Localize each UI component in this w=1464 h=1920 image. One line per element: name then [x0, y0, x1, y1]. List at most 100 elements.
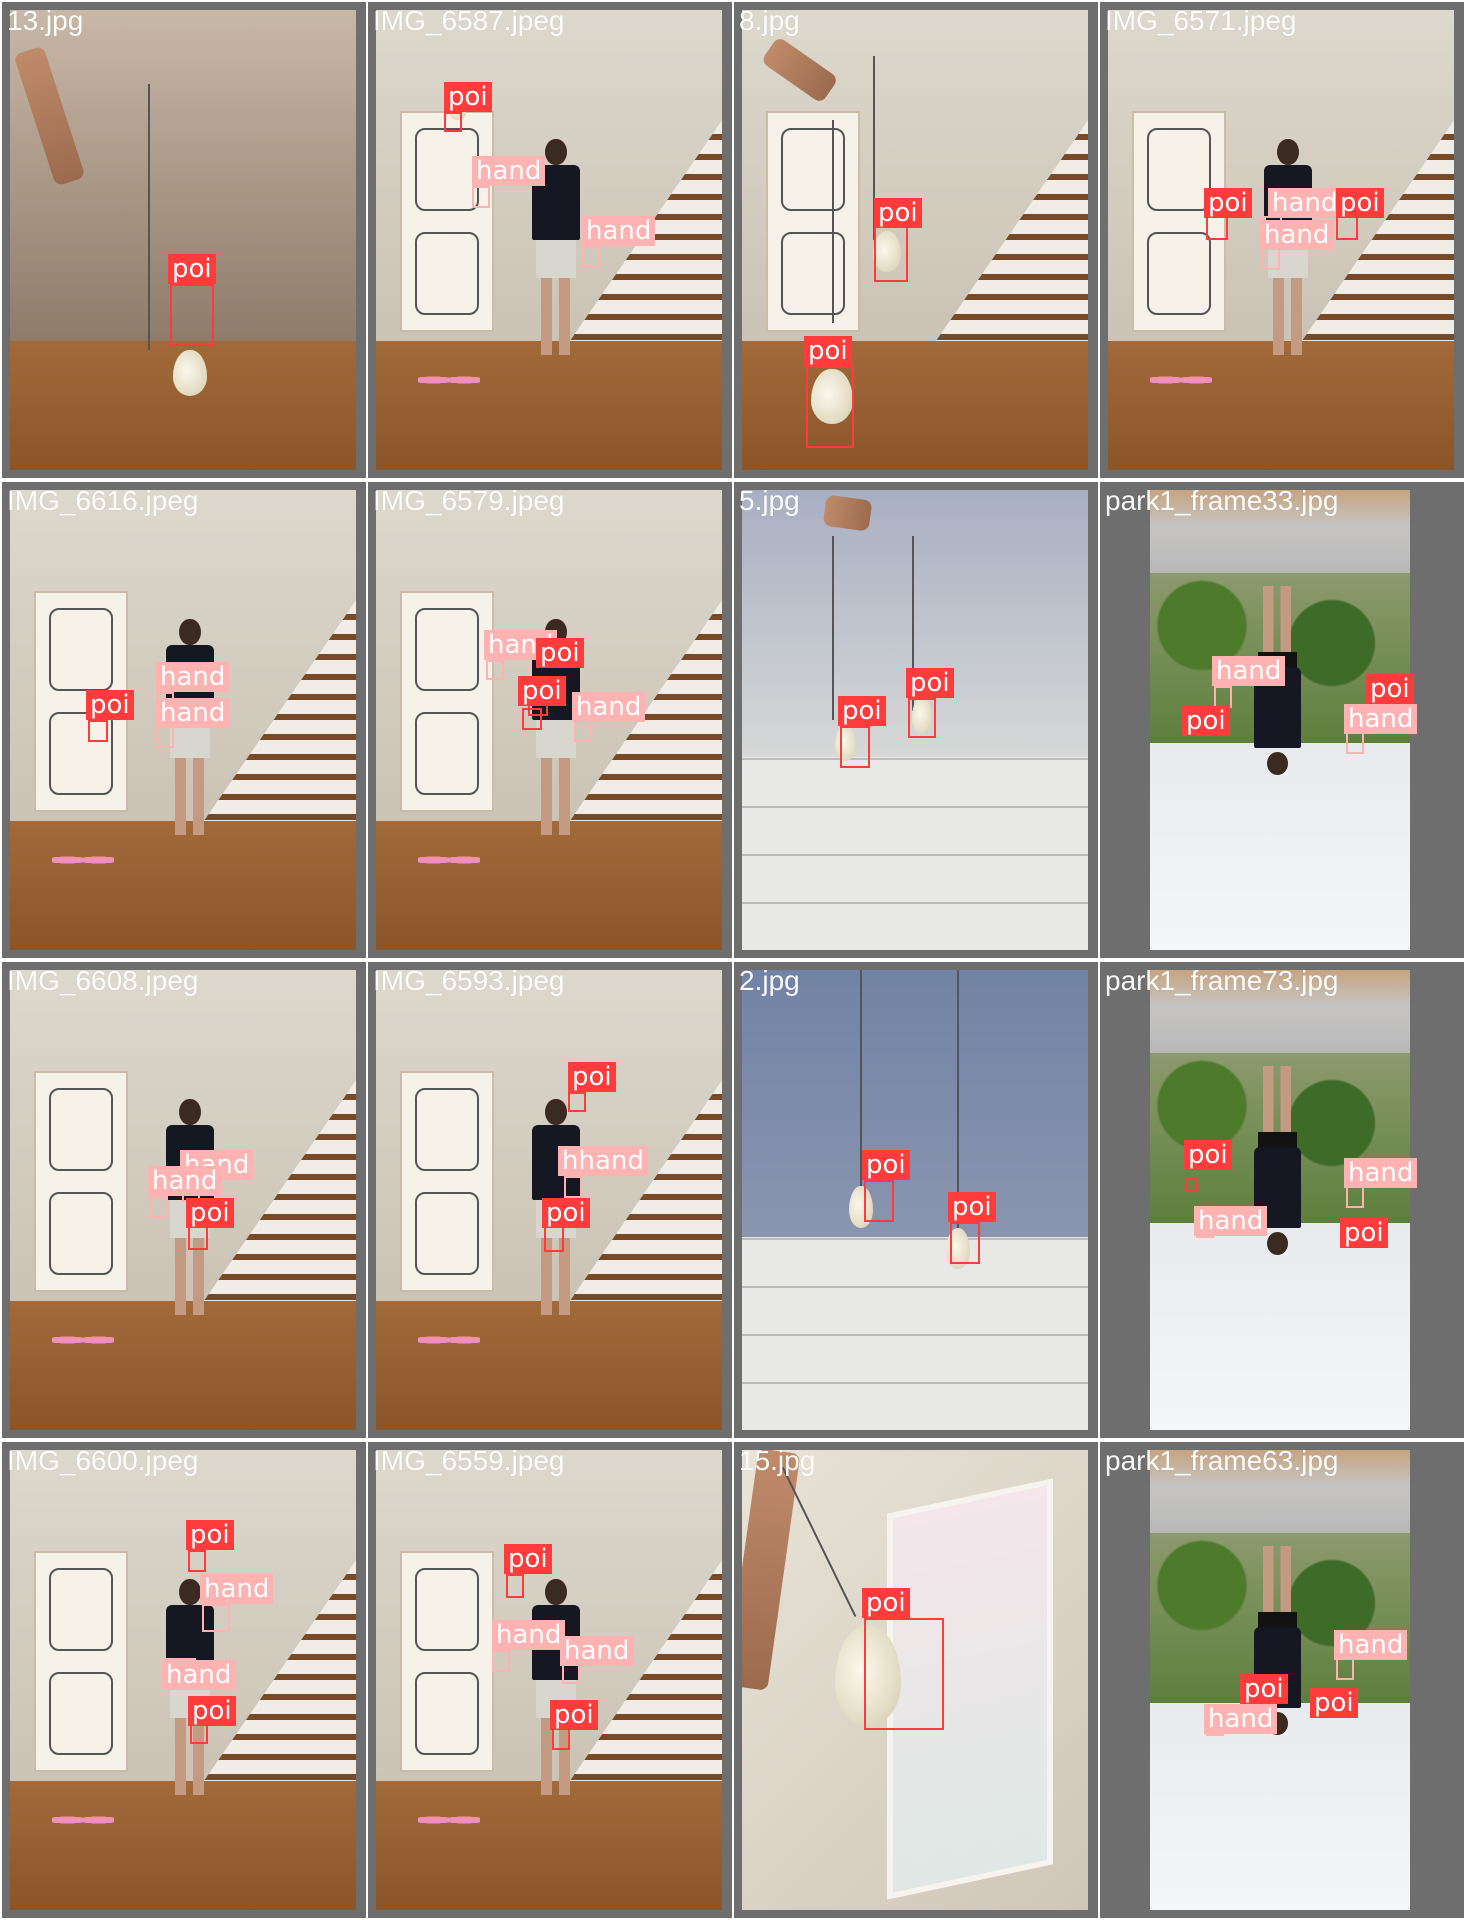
poi-bbox — [1186, 1178, 1198, 1192]
poi-label: poi — [838, 696, 886, 726]
hand-label: hand — [492, 1620, 566, 1650]
grid-tile[interactable]: poi hand hand poi IMG_6600.jpeg — [2, 1442, 366, 1918]
poi-label: poi — [186, 1520, 234, 1550]
photo-thumbnail — [1150, 970, 1410, 1430]
hand-label: hand — [582, 216, 656, 246]
photo-thumbnail — [742, 970, 1088, 1430]
photo-thumbnail — [742, 1450, 1088, 1910]
filename-label: IMG_6608.jpeg — [7, 965, 199, 996]
poi-label: poi — [550, 1700, 598, 1730]
poi-label: poi — [1340, 1218, 1388, 1248]
poi-bbox — [568, 1092, 586, 1112]
grid-tile[interactable]: hand hand poi IMG_6608.jpeg — [2, 962, 366, 1438]
filename-label: park1_frame33.jpg — [1105, 485, 1339, 516]
grid-tile[interactable]: poi hand poi hand IMG_6571.jpeg — [1100, 2, 1464, 478]
grid-tile[interactable]: poi hand hand poi IMG_6559.jpeg — [368, 1442, 732, 1918]
grid-tile[interactable]: poi hhand poi IMG_6593.jpeg — [368, 962, 732, 1438]
poi-bbox — [188, 1550, 206, 1572]
grid-tile[interactable]: poi hand hand IMG_6616.jpeg — [2, 482, 366, 958]
filename-label: IMG_6559.jpeg — [373, 1445, 565, 1476]
hand-label: hand — [148, 1166, 222, 1196]
poi-label: poi — [804, 336, 852, 366]
poi-label: poi — [542, 1198, 590, 1228]
poi-label: poi — [1204, 188, 1252, 218]
hand-label: hand — [156, 662, 230, 692]
hand-label: hand — [200, 1574, 274, 1604]
grid-tile[interactable]: poi hand hand IMG_6587.jpeg — [368, 2, 732, 478]
poi-bbox — [840, 726, 870, 768]
hand-bbox — [564, 1176, 582, 1198]
grid-tile[interactable]: poi 13.jpg — [2, 2, 366, 478]
hand-bbox — [1336, 1658, 1354, 1680]
poi-bbox — [188, 1226, 208, 1250]
filename-label: 2.jpg — [739, 965, 800, 996]
filename-label: IMG_6579.jpeg — [373, 485, 565, 516]
poi-label: poi — [518, 676, 566, 706]
poi-label: poi — [568, 1062, 616, 1092]
poi-label: poi — [504, 1544, 552, 1574]
hand-bbox — [1346, 732, 1364, 754]
poi-bbox — [908, 698, 936, 738]
photo-thumbnail — [10, 10, 356, 470]
poi-label: poi — [1310, 1688, 1358, 1718]
filename-label: 5.jpg — [739, 485, 800, 516]
poi-bbox — [1336, 216, 1358, 240]
hand-label: hand — [560, 1636, 634, 1666]
poi-label: poi — [1240, 1674, 1288, 1704]
grid-tile[interactable]: poi hand hand poi park1_frame73.jpg — [1100, 962, 1464, 1438]
filename-label: IMG_6616.jpeg — [7, 485, 199, 516]
hand-bbox — [486, 660, 504, 680]
hand-label: hand — [1194, 1206, 1268, 1236]
grid-tile[interactable]: poi poi 8.jpg — [734, 2, 1098, 478]
grid-tile[interactable]: hand poi poi hand park1_frame63.jpg — [1100, 1442, 1464, 1918]
hand-bbox — [1262, 248, 1280, 270]
filename-label: IMG_6593.jpeg — [373, 965, 565, 996]
poi-bbox — [950, 1222, 980, 1264]
hand-label: hand — [1344, 704, 1418, 734]
hand-bbox — [202, 1604, 230, 1632]
hand-bbox — [472, 186, 490, 208]
poi-label: poi — [536, 638, 584, 668]
hand-bbox — [150, 1196, 168, 1218]
filename-label: IMG_6587.jpeg — [373, 5, 565, 36]
photo-thumbnail — [10, 970, 356, 1430]
poi-label: poi — [1184, 1140, 1232, 1170]
photo-thumbnail — [376, 1450, 722, 1910]
hand-label: hand — [1260, 220, 1334, 250]
poi-label: poi — [1182, 706, 1230, 736]
poi-bbox — [552, 1728, 570, 1750]
hand-label: hand — [1204, 1704, 1278, 1734]
hand-bbox — [1346, 1186, 1364, 1208]
poi-bbox — [444, 112, 462, 132]
hand-bbox — [156, 726, 174, 748]
grid-tile[interactable]: hand poi poi hand park1_frame33.jpg — [1100, 482, 1464, 958]
poi-bbox — [864, 1618, 944, 1730]
poi-bbox — [170, 284, 214, 346]
grid-tile[interactable]: poi 15.jpg — [734, 1442, 1098, 1918]
poi-label: poi — [906, 668, 954, 698]
poi-bbox — [806, 366, 854, 448]
hand-label: hand — [572, 692, 646, 722]
grid-tile[interactable]: poi poi 5.jpg — [734, 482, 1098, 958]
filename-label: IMG_6600.jpeg — [7, 1445, 199, 1476]
poi-label: poi — [1336, 188, 1384, 218]
poi-label: poi — [168, 254, 216, 284]
photo-thumbnail — [742, 490, 1088, 950]
grid-tile[interactable]: hand poi poi hand IMG_6579.jpeg — [368, 482, 732, 958]
hand-label: hand — [1344, 1158, 1418, 1188]
poi-label: poi — [186, 1198, 234, 1228]
poi-bbox — [874, 226, 908, 282]
photo-thumbnail — [1150, 1450, 1410, 1910]
hand-label: hand — [1334, 1630, 1408, 1660]
filename-label: park1_frame63.jpg — [1105, 1445, 1339, 1476]
filename-label: park1_frame73.jpg — [1105, 965, 1339, 996]
grid-tile[interactable]: poi poi 2.jpg — [734, 962, 1098, 1438]
poi-label: poi — [188, 1696, 236, 1726]
filename-label: IMG_6571.jpeg — [1105, 5, 1297, 36]
poi-bbox — [864, 1180, 894, 1222]
poi-label: poi — [874, 198, 922, 228]
filename-label: 8.jpg — [739, 5, 800, 36]
filename-label: 13.jpg — [7, 5, 84, 36]
photo-thumbnail — [742, 10, 1088, 470]
